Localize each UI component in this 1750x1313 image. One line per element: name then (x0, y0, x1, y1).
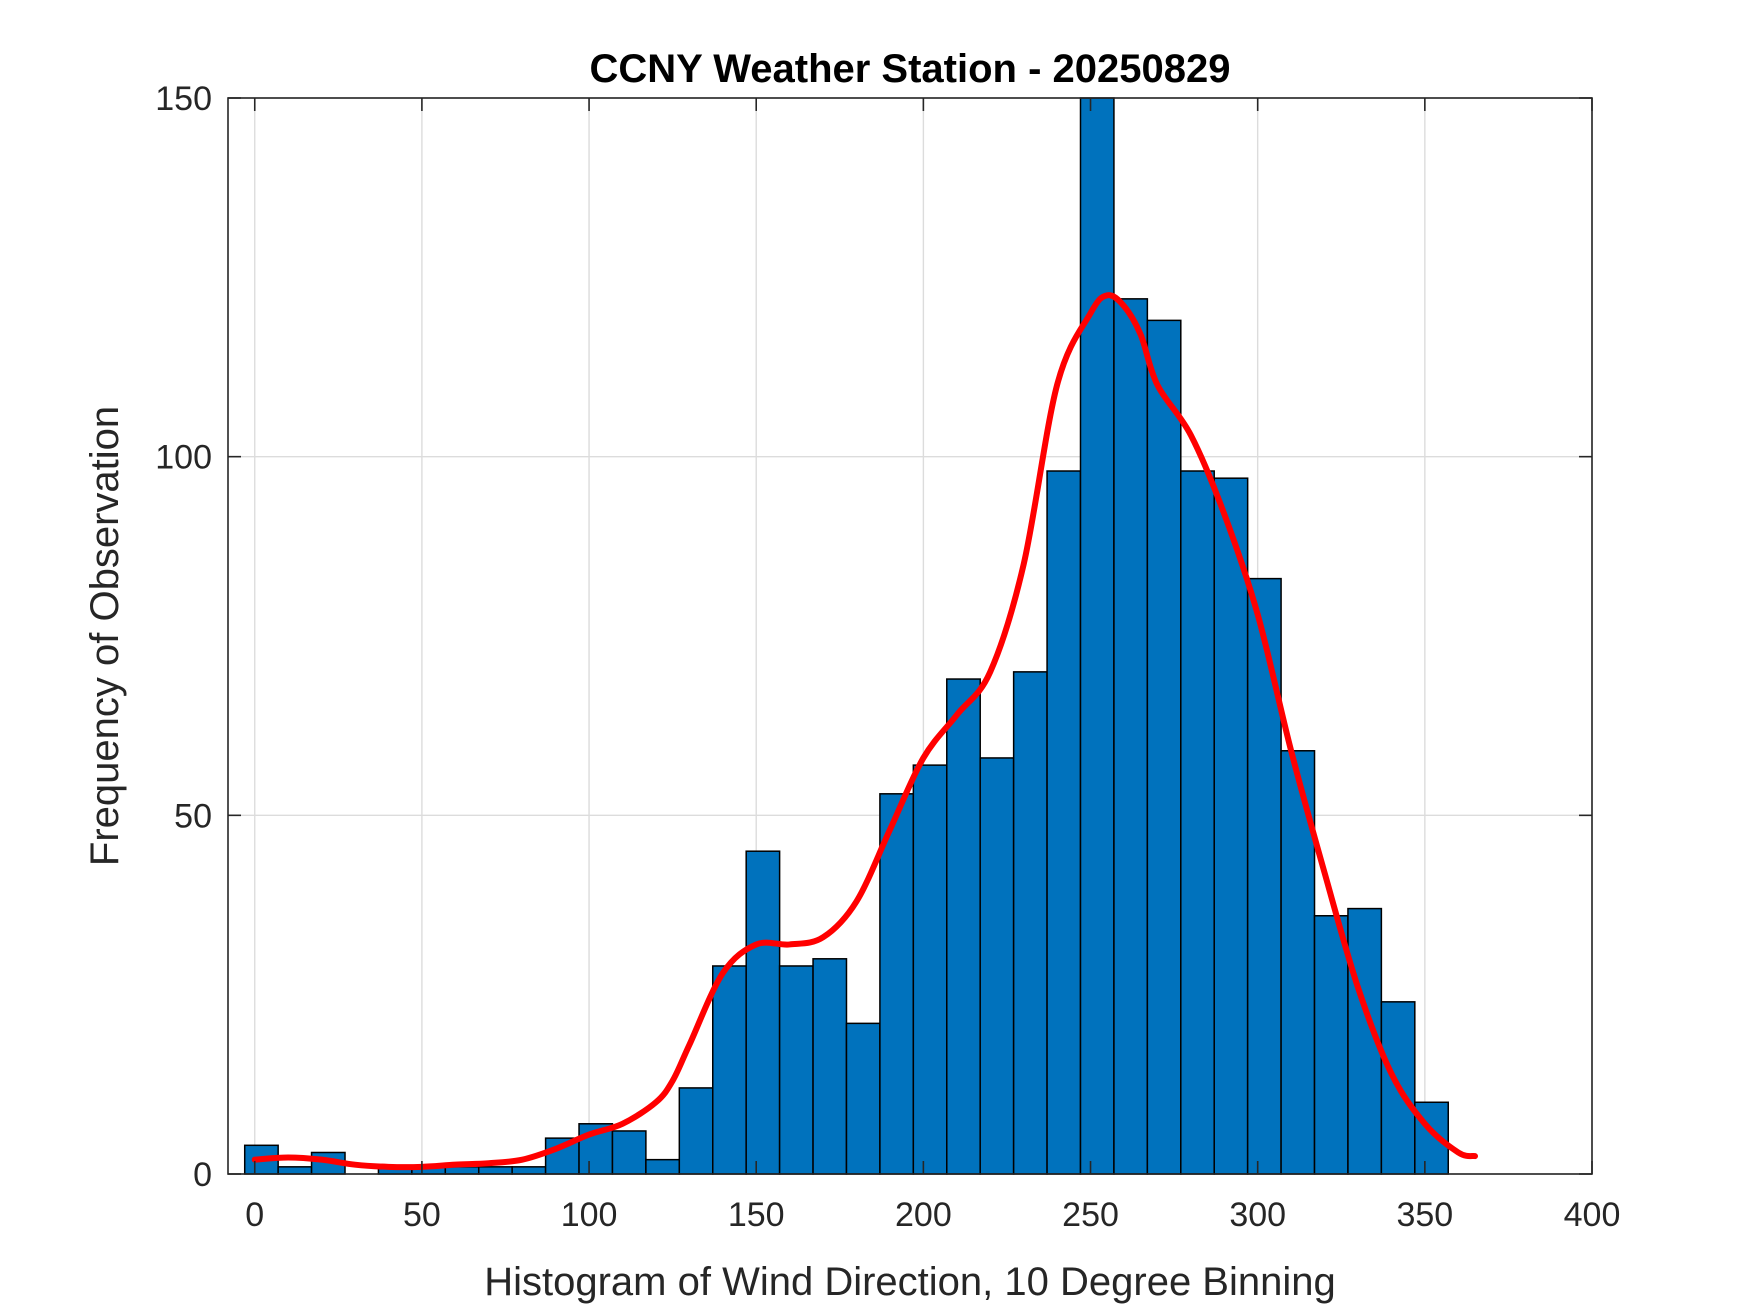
chart-title: CCNY Weather Station - 20250829 (590, 47, 1231, 91)
histogram-bar (1213, 477, 1249, 1175)
histogram-bar (1313, 915, 1349, 1175)
x-tick-label: 300 (1229, 1196, 1286, 1234)
histogram-bar (745, 850, 781, 1175)
tick-labels: 0 50 100 150 200 250 300 350 400 0 50 100 150 (155, 80, 1620, 1234)
histogram-bar (979, 757, 1015, 1175)
histogram-bar (1146, 319, 1182, 1175)
histogram-bar (712, 965, 747, 1175)
x-tick-label: 200 (895, 1196, 952, 1234)
y-tick-label: 50 (174, 797, 212, 835)
y-tick-label: 150 (155, 80, 212, 118)
histogram-bar (645, 1158, 681, 1175)
y-axis-label: Frequency of Observation (83, 406, 127, 866)
x-tick-label: 100 (561, 1196, 618, 1234)
x-axis-label: Histogram of Wind Direction, 10 Degree B… (484, 1260, 1336, 1304)
plot-frame (227, 97, 1593, 1175)
histogram-bar (1113, 298, 1149, 1175)
histogram-bar (912, 764, 948, 1175)
histogram-bar (1012, 671, 1048, 1175)
y-tick-label: 0 (193, 1156, 212, 1194)
histogram-bar (812, 958, 848, 1175)
x-tick-label: 0 (245, 1196, 264, 1234)
density-curve-layer (251, 292, 1478, 1171)
histogram-bar (477, 1166, 513, 1175)
histogram-bar (778, 965, 814, 1175)
y-tick-label: 100 (155, 439, 212, 477)
histogram-bar (879, 793, 915, 1175)
histogram-bar (1180, 470, 1215, 1175)
x-tick-label: 350 (1396, 1196, 1453, 1234)
density-curve (251, 292, 1478, 1171)
histogram-bar (946, 678, 981, 1175)
x-tick-label: 250 (1062, 1196, 1119, 1234)
axis-ticks (228, 97, 1593, 1175)
histogram-bar (1246, 577, 1282, 1175)
x-tick-label: 150 (728, 1196, 785, 1234)
histogram-bar (845, 1022, 881, 1175)
histogram-bar (678, 1087, 714, 1175)
histogram-bar (611, 1130, 647, 1175)
x-tick-label: 400 (1564, 1196, 1621, 1234)
histogram-bar (1046, 470, 1082, 1175)
histogram-bar (277, 1166, 313, 1175)
histogram-bar (511, 1166, 547, 1175)
histogram-bar (1079, 97, 1115, 1175)
x-tick-label: 50 (403, 1196, 441, 1234)
